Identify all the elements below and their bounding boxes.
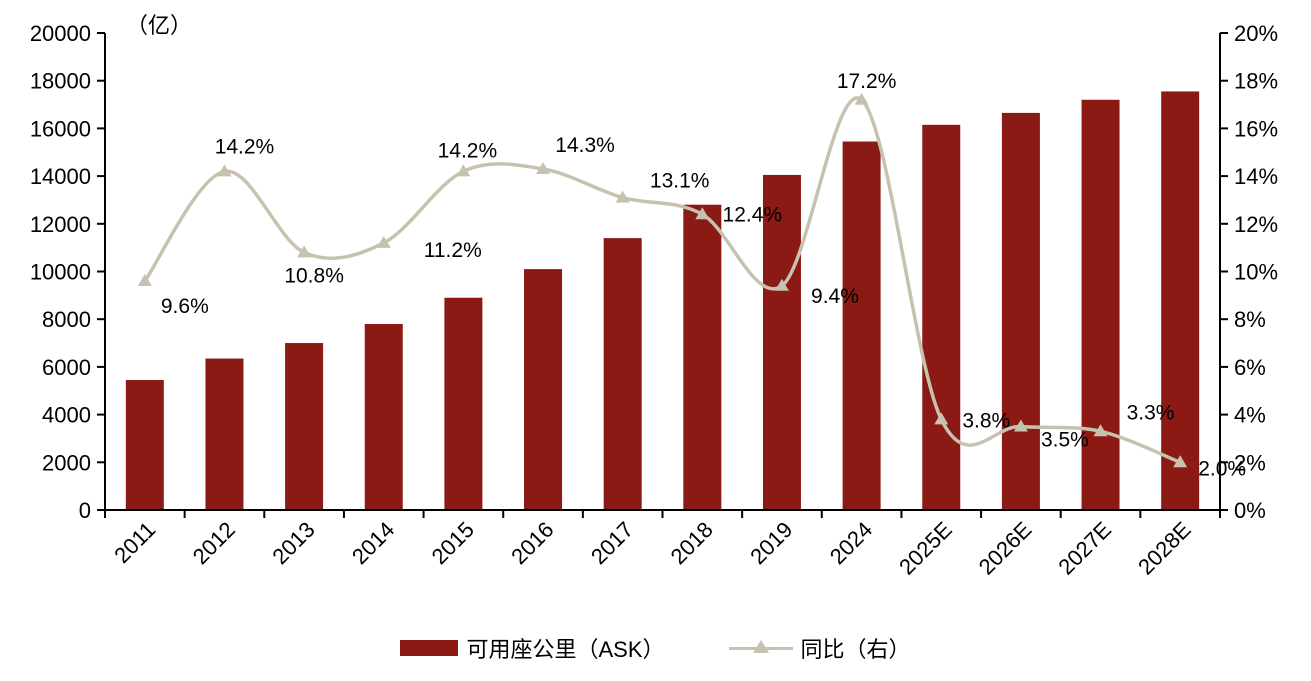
bar-2017 [603,238,642,511]
left-axis-tick-label: 6000 [42,355,91,380]
left-axis-tick-label: 2000 [42,450,91,475]
marker-2027E [1093,424,1108,437]
legend-line-label: 同比（右） [800,637,911,662]
bar-2015 [444,297,483,510]
left-axis-tick-label: 14000 [30,164,91,189]
x-label-2024: 2024 [825,517,877,569]
marker-2026E [1013,419,1028,432]
left-axis-tick-label: 10000 [30,260,91,285]
bar-2027E [1081,99,1120,510]
yoy-data-label-2024: 17.2% [837,70,897,93]
left-axis-tick-label: 4000 [42,403,91,428]
left-axis-tick-label: 16000 [30,116,91,141]
x-label-2019: 2019 [745,517,797,569]
x-label-2011: 2011 [109,517,160,568]
right-axis-tick-label: 2% [1234,450,1266,475]
x-label-2026E: 2026E [974,517,1037,580]
x-label-2018: 2018 [666,517,718,569]
bar-series-swatch-icon [400,640,459,656]
bar-2013 [285,343,324,510]
yoy-data-label-2016: 14.3% [555,134,615,157]
yoy-data-label-2014: 11.2% [424,239,482,262]
line-series-swatch-icon [728,638,793,658]
yoy-data-label-2012: 14.2% [215,135,275,158]
left-axis-tick-label: 8000 [42,307,91,332]
bar-2016 [524,269,563,510]
bar-2012 [205,358,244,510]
x-label-2015: 2015 [427,517,479,569]
legend-triangle-marker-icon [752,640,769,653]
chart-legend: 可用座公里（ASK） 同比（右） [0,632,1311,664]
right-axis-tick-label: 0% [1234,498,1266,523]
right-axis-tick-label: 6% [1234,355,1266,380]
legend-bar-label: 可用座公里（ASK） [466,637,665,662]
yoy-data-label-2011: 9.6% [161,295,209,318]
yoy-data-label-2017: 13.1% [650,170,710,193]
bar-2024 [842,141,881,510]
right-axis-tick-label: 8% [1234,307,1266,332]
left-axis-tick-label: 20000 [30,21,91,46]
x-label-2016: 2016 [506,517,558,569]
marker-2015 [456,164,471,177]
left-axis-unit-label: （亿） [126,13,193,38]
bar-2019 [762,174,801,510]
legend-item-line: 同比（右） [728,632,911,664]
marker-2012 [217,164,232,177]
yoy-data-label-2018: 12.4% [723,203,783,226]
yoy-data-label-2027E: 3.3% [1127,401,1175,424]
right-axis-tick-label: 10% [1234,260,1278,285]
bar-2014 [364,323,403,510]
bar-2025E [922,124,961,510]
bar-2018 [683,204,722,510]
x-label-2028E: 2028E [1133,517,1196,580]
yoy-data-label-2025E: 3.8% [962,409,1010,432]
marker-2014 [376,235,391,248]
marker-2019 [774,278,789,291]
marker-2016 [536,161,551,174]
legend-item-bar: 可用座公里（ASK） [400,632,665,664]
marker-2017 [615,190,630,203]
x-label-2017: 2017 [586,517,638,569]
right-axis-tick-label: 12% [1234,212,1278,237]
marker-2025E [934,412,949,425]
bar-2011 [125,380,164,510]
bar-2026E [1001,112,1040,511]
x-label-2014: 2014 [347,517,399,569]
marker-2013 [297,245,312,258]
x-label-2027E: 2027E [1053,517,1116,580]
right-axis-tick-label: 18% [1234,69,1278,94]
marker-2011 [137,274,152,287]
yoy-data-label-2028E: 2.0% [1198,457,1246,480]
right-axis-tick-label: 14% [1234,164,1278,189]
x-label-2025E: 2025E [894,517,957,580]
left-axis-tick-label: 12000 [30,212,91,237]
right-axis-tick-label: 20% [1234,21,1278,46]
yoy-data-label-2015: 14.2% [438,139,498,162]
yoy-data-label-2013: 10.8% [284,264,344,287]
left-axis-tick-label: 18000 [30,69,91,94]
x-label-2012: 2012 [188,517,240,569]
right-axis-tick-label: 16% [1234,116,1278,141]
marker-2018 [695,207,710,220]
yoy-data-label-2026E: 3.5% [1041,429,1089,452]
right-axis-tick-label: 4% [1234,403,1266,428]
marker-2024 [854,92,869,105]
marker-2028E [1173,455,1188,468]
left-axis-tick-label: 0 [79,498,91,523]
bar-2028E [1161,91,1200,511]
yoy-data-label-2019: 9.4% [811,285,859,308]
x-label-2013: 2013 [267,517,319,569]
